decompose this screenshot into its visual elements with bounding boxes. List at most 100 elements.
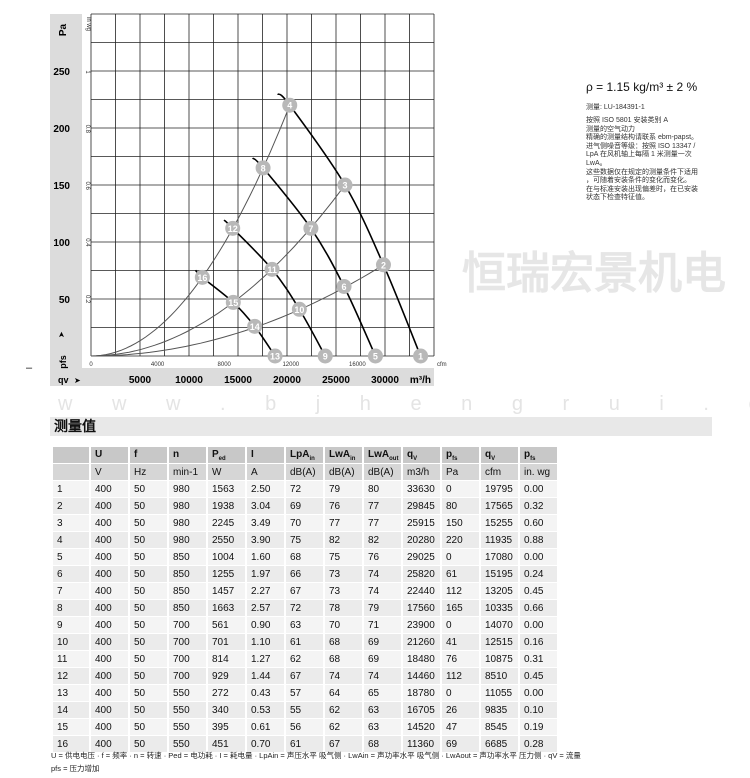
table-cell: 1255 <box>208 566 245 582</box>
column-header: LwAin <box>325 447 362 463</box>
table-cell: 850 <box>169 600 206 616</box>
x-tick-label: 20000 <box>273 375 301 386</box>
y-inner-tick-label: 0.6 <box>84 181 90 190</box>
operating-point-marker <box>375 257 391 273</box>
table-cell: 50 <box>130 532 167 548</box>
table-cell: 14460 <box>403 668 440 684</box>
header-symbol: n <box>173 448 180 460</box>
table-cell: 6 <box>53 566 89 582</box>
x-tick-label: 25000 <box>322 375 350 386</box>
section-title: 测量值 <box>50 417 712 436</box>
operating-point-marker <box>413 348 429 364</box>
table-cell: 0.32 <box>520 498 557 514</box>
header-subscript: fs <box>452 455 458 462</box>
header-subscript: in <box>350 455 356 462</box>
operating-point-marker <box>282 97 298 113</box>
table-cell: 29845 <box>403 498 440 514</box>
operating-point-label: 11 <box>267 265 277 275</box>
table-cell: 980 <box>169 532 206 548</box>
y-inner-tick-label: 0.2 <box>84 295 90 304</box>
operating-point-label: 15 <box>228 298 238 308</box>
column-header: LpAin <box>286 447 323 463</box>
table-cell: 550 <box>169 685 206 701</box>
operating-point-label: 1 <box>418 352 423 362</box>
table-cell: 12515 <box>481 634 518 650</box>
table-cell: 67 <box>286 583 323 599</box>
table-cell: 400 <box>91 566 128 582</box>
x-inner-tick-label: 16000 <box>349 362 366 368</box>
table-row: 13 400 50 550 272 0.43 57 64 65 18780 0 11055 0.00 <box>53 685 557 701</box>
table-cell: 25915 <box>403 515 440 531</box>
x-axis-band <box>50 368 434 386</box>
operating-point-marker <box>317 348 333 364</box>
table-row: 10 400 50 700 701 1.10 61 68 69 21260 41 12515 0.16 <box>53 634 557 650</box>
table-cell: 80 <box>442 498 479 514</box>
operating-point-label: 7 <box>308 224 313 234</box>
table-cell: 15195 <box>481 566 518 582</box>
header-symbol: LwA <box>368 448 390 460</box>
table-cell: 400 <box>91 549 128 565</box>
table-cell: 64 <box>325 685 362 701</box>
x-axis-label-cfm: cfm <box>437 362 447 368</box>
table-cell: 16 <box>53 736 89 752</box>
table-cell: 0.16 <box>520 634 557 650</box>
operating-point-marker <box>303 220 319 236</box>
operating-point-12: 12 <box>225 220 241 236</box>
header-symbol: p <box>446 448 453 460</box>
table-cell: 112 <box>442 583 479 599</box>
operating-point-11: 11 <box>264 261 280 277</box>
table-cell: 8 <box>53 600 89 616</box>
table-cell: 19795 <box>481 481 518 497</box>
y-axis-band <box>50 14 82 386</box>
table-row: 11 400 50 700 814 1.27 62 68 69 18480 76 10875 0.31 <box>53 651 557 667</box>
column-header: I <box>247 447 284 463</box>
table-cell: 0.43 <box>247 685 284 701</box>
header-symbol: q <box>485 448 492 460</box>
y-inner-tick-label: 0.8 <box>84 125 90 134</box>
column-header: Ped <box>208 447 245 463</box>
operating-point-label: 9 <box>323 352 328 362</box>
table-row: 9 400 50 700 561 0.90 63 70 71 23900 0 14070 0.00 <box>53 617 557 633</box>
system-curve <box>90 264 384 357</box>
table-cell: 14520 <box>403 719 440 735</box>
table-cell: 1.27 <box>247 651 284 667</box>
table-cell: 82 <box>325 532 362 548</box>
watermark-url: w w w . b j h e n g r u i . c n <box>58 393 750 415</box>
operating-point-13: 13 <box>267 348 283 364</box>
table-cell: 2550 <box>208 532 245 548</box>
table-cell: 50 <box>130 736 167 752</box>
table-cell: 68 <box>325 634 362 650</box>
operating-point-marker <box>267 348 283 364</box>
table-cell: 50 <box>130 583 167 599</box>
note-line: 在与标准安装出现偏差时，在已安装 <box>586 185 698 193</box>
x-inner-tick-label: 12000 <box>282 362 299 368</box>
y-inner-tick-label: 1 <box>84 70 90 74</box>
table-cell: 272 <box>208 685 245 701</box>
table-cell: 550 <box>169 736 206 752</box>
operating-point-6: 6 <box>336 278 352 294</box>
unit-cell: Hz <box>130 464 167 480</box>
header-symbol: f <box>134 448 138 460</box>
table-cell: 3.49 <box>247 515 284 531</box>
table-cell: 50 <box>130 719 167 735</box>
table-row: 12 400 50 700 929 1.44 67 74 74 14460 112 8510 0.45 <box>53 668 557 684</box>
operating-point-14: 14 <box>247 318 263 334</box>
table-cell: 41 <box>442 634 479 650</box>
table-cell: 61 <box>286 736 323 752</box>
y-symbol-pfs: pfs <box>58 355 68 369</box>
x-inner-tick-label: 8000 <box>218 362 232 368</box>
table-cell: 50 <box>130 668 167 684</box>
table-cell: 15255 <box>481 515 518 531</box>
table-cell: 0.00 <box>520 549 557 565</box>
table-cell: 10 <box>53 634 89 650</box>
table-cell: 550 <box>169 702 206 718</box>
table-cell: 77 <box>364 515 401 531</box>
column-header: pfs <box>520 447 557 463</box>
table-cell: 23900 <box>403 617 440 633</box>
table-cell: 13 <box>53 685 89 701</box>
table-cell: 9 <box>53 617 89 633</box>
table-cell: 79 <box>364 600 401 616</box>
table-cell: 400 <box>91 668 128 684</box>
table-cell: 26 <box>442 702 479 718</box>
operating-point-4: 4 <box>282 97 298 113</box>
